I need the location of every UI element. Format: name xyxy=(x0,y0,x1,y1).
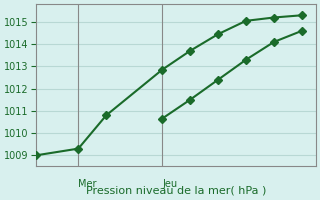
Text: Mer: Mer xyxy=(78,179,97,189)
Text: Jeu: Jeu xyxy=(162,179,177,189)
X-axis label: Pression niveau de la mer( hPa ): Pression niveau de la mer( hPa ) xyxy=(86,186,266,196)
